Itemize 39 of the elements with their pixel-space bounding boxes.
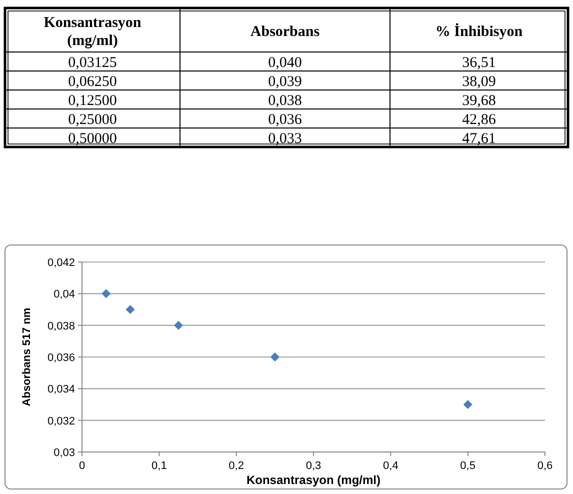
point	[174, 320, 183, 330]
x-tick-label: 0	[78, 460, 86, 472]
data-label: 0,040	[268, 55, 302, 71]
text: % İnhibisyon	[435, 23, 524, 40]
data-label: 0,039	[268, 74, 302, 90]
data-label: 0,038	[268, 93, 302, 109]
text: Konsantrasyon (mg/ml)	[44, 15, 142, 49]
y-tick-label: 0,032	[47, 415, 75, 428]
category-label: 0,50000	[68, 131, 117, 147]
x-tick-label: 0,4	[383, 460, 398, 472]
category-label: 0,25000	[68, 112, 117, 128]
point	[270, 352, 280, 362]
point	[463, 400, 472, 409]
x-tick-label: 0,6	[537, 460, 553, 472]
data-label: 0,036	[268, 112, 302, 128]
y-axis-title: Absorbans 517 nm	[21, 308, 33, 406]
x-tick-label: 0,2	[228, 460, 244, 472]
y-tick-label: 0,038	[47, 320, 75, 332]
y-tick-label: 0,034	[47, 384, 75, 396]
category-label: 0,06250	[68, 74, 117, 90]
y-tick-label: 0,042	[47, 257, 75, 269]
point	[102, 289, 111, 298]
data-label: 47,61	[462, 131, 496, 147]
data-label: 36,51	[462, 55, 496, 71]
y-tick-label: 0,036	[47, 352, 75, 364]
x-axis-title: Konsantrasyon (mg/ml)	[246, 473, 381, 487]
x-tick-label: 0,3	[306, 460, 322, 472]
x-tick-label: 0,5	[460, 460, 476, 472]
category-label: 0,03125	[68, 55, 117, 71]
x-tick-label: 0,1	[152, 460, 167, 472]
text: Absorbans	[250, 24, 320, 40]
y-tick-label: 0,03	[54, 447, 75, 459]
data-label: 38,09	[462, 74, 496, 90]
category-label: 0,12500	[68, 93, 117, 109]
data-label: 0,033	[268, 131, 302, 147]
data-label: 42,86	[462, 112, 496, 128]
point	[126, 305, 135, 314]
data-label: 39,68	[462, 93, 496, 109]
y-tick-label: 0,04	[54, 288, 75, 301]
